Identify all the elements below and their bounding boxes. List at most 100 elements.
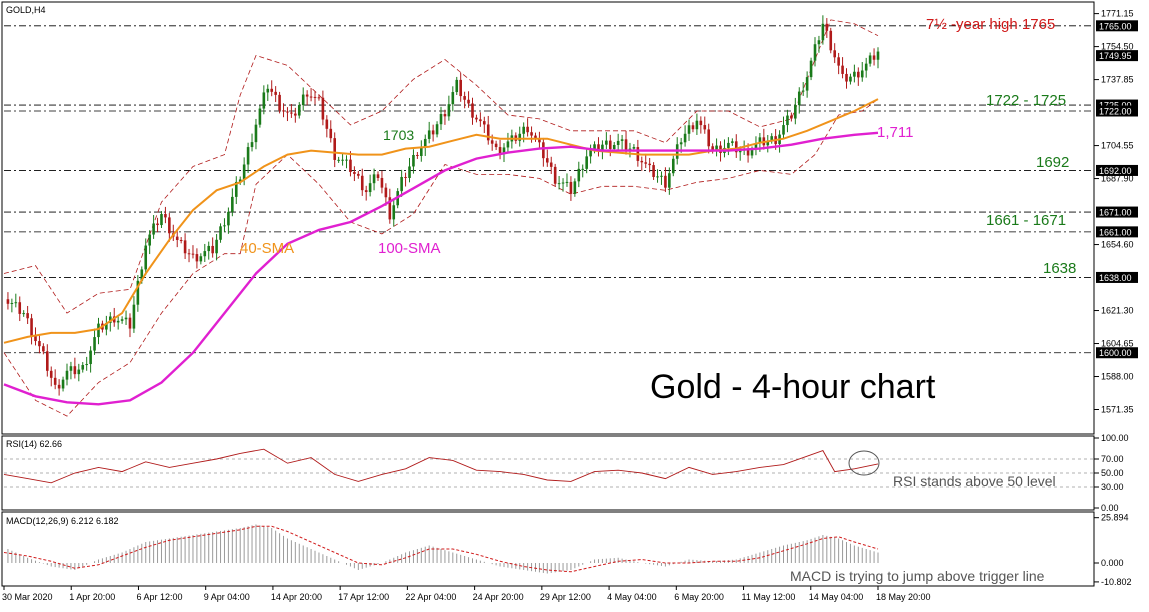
price-badge — [1096, 347, 1138, 359]
candle-body — [368, 183, 372, 193]
candle-body — [597, 144, 600, 151]
candle-body — [108, 316, 112, 324]
candle-body — [770, 136, 774, 141]
candle-body — [61, 379, 65, 389]
candle-body — [258, 108, 262, 125]
x-tick-label: 29 Apr 12:00 — [540, 592, 591, 602]
x-tick-label: 6 May 20:00 — [674, 592, 724, 602]
candle-body — [325, 119, 329, 129]
candle-body — [664, 175, 667, 188]
price-tick-label: 1687.90 — [1101, 174, 1134, 184]
candle-body — [876, 51, 880, 60]
candle-body — [494, 143, 498, 148]
x-tick-label: 30 Mar 2020 — [2, 592, 53, 602]
x-tick-label: 24 Apr 20:00 — [473, 592, 524, 602]
candle-body — [715, 145, 718, 151]
candle-body — [168, 217, 171, 234]
x-tick-label: 14 Apr 20:00 — [271, 592, 322, 602]
candle-body — [234, 181, 238, 197]
annotation-1711: 1,711 — [877, 124, 913, 141]
candle-body — [813, 44, 817, 61]
candle-body — [262, 92, 266, 109]
candle-body — [794, 105, 797, 119]
candle-body — [483, 121, 486, 125]
candle-body — [431, 130, 435, 135]
candle-body — [372, 174, 376, 184]
candle-body — [349, 159, 352, 173]
candle-body — [455, 79, 459, 93]
candle-body — [829, 30, 833, 51]
candle-body — [53, 377, 57, 385]
candle-body — [144, 245, 148, 270]
candle-body — [266, 88, 270, 93]
candle-body — [439, 114, 443, 125]
price-badge-label: 1692.00 — [1099, 166, 1132, 176]
x-tick-label: 22 Apr 04:00 — [405, 592, 456, 602]
candle-body — [136, 280, 140, 305]
candle-body — [404, 176, 407, 178]
candle-body — [809, 60, 813, 78]
price-badge-label: 1638.00 — [1099, 273, 1132, 283]
price-tick-label: 1754.50 — [1101, 42, 1134, 52]
candle-body — [38, 341, 41, 347]
candle-body — [727, 142, 730, 148]
candle-body — [479, 119, 482, 122]
candle-body — [549, 162, 553, 167]
candle-body — [301, 94, 305, 106]
candle-body — [573, 181, 577, 194]
candle-body — [321, 97, 325, 120]
candle-body — [250, 142, 254, 148]
price-tick-label: 1604.65 — [1101, 339, 1134, 349]
candle-body — [738, 150, 742, 153]
price-badge — [1096, 99, 1138, 111]
candle-body — [376, 174, 380, 178]
candle-body — [526, 126, 529, 133]
rsi-line — [3, 448, 879, 484]
price-badge — [1096, 164, 1138, 176]
candle-body — [860, 70, 864, 78]
candle-body — [640, 160, 644, 163]
candle-body — [400, 176, 403, 192]
candle-body — [841, 65, 844, 74]
price-tick-label: 1621.30 — [1101, 306, 1134, 316]
candle-body — [199, 256, 203, 262]
candle-body — [97, 323, 100, 338]
annotation-1703: 1703 — [383, 127, 414, 143]
x-tick-label: 9 Apr 04:00 — [204, 592, 250, 602]
candle-body — [120, 319, 124, 321]
candle-body — [175, 236, 179, 240]
candle-body — [416, 154, 419, 156]
candle-body — [486, 124, 490, 141]
x-tick-label: 1 Apr 20:00 — [69, 592, 115, 602]
candle-body — [821, 23, 825, 41]
rsi-tick-label: 100.00 — [1101, 433, 1129, 443]
candle-body — [608, 140, 612, 150]
candle-body — [290, 112, 293, 114]
candle-body — [542, 142, 545, 159]
candle-body — [695, 120, 699, 130]
candle-body — [89, 350, 92, 365]
candle-body — [278, 94, 281, 111]
candle-body — [872, 55, 876, 60]
candle-body — [270, 88, 274, 92]
candle-body — [128, 317, 132, 329]
candle-body — [557, 183, 561, 185]
annotation-1722-1725: 1722 - 1725 — [986, 92, 1066, 109]
macd-tick-label: -10.802 — [1101, 577, 1132, 587]
candle-body — [581, 168, 585, 170]
candle-body — [471, 103, 474, 118]
candle-body — [825, 23, 829, 31]
candle-body — [731, 141, 734, 143]
x-tick-label: 4 May 04:00 — [607, 592, 657, 602]
candle-body — [26, 313, 29, 319]
candle-body — [34, 335, 37, 342]
candle-body — [388, 197, 392, 220]
candle-body — [660, 175, 663, 177]
candle-body — [412, 154, 415, 167]
candle-body — [73, 366, 77, 375]
macd-tick-label: 25.894 — [1101, 513, 1129, 523]
rsi-tick-label: 30.00 — [1101, 482, 1124, 492]
candle-body — [30, 318, 33, 336]
candle-body — [534, 135, 537, 139]
